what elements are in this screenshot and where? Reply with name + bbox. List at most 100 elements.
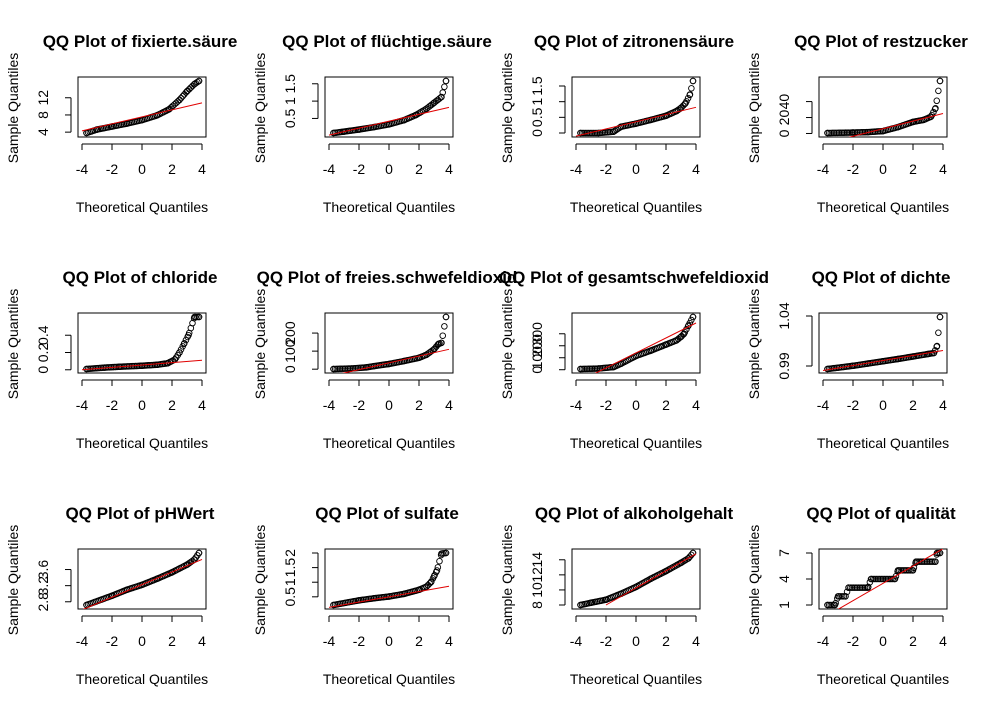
x-tick-label: -4: [323, 397, 336, 413]
x-tick-label: -2: [106, 633, 119, 649]
data-point: [433, 567, 441, 574]
data-point: [165, 106, 173, 113]
y-tick-label: 1.04: [776, 302, 792, 329]
x-tick-label: 4: [445, 161, 453, 177]
chart-title: QQ Plot of chloride: [63, 268, 218, 287]
data-point: [355, 597, 363, 604]
data-point: [423, 105, 430, 112]
x-tick-label: 2: [168, 161, 176, 177]
data-point: [933, 342, 941, 350]
x-tick-label: 0: [385, 633, 393, 649]
data-point: [935, 329, 942, 337]
data-point: [423, 583, 430, 590]
data-point: [932, 558, 939, 565]
y-tick-label: 12: [529, 567, 545, 583]
data-point: [168, 569, 176, 576]
data-point: [179, 92, 186, 100]
data-point: [686, 553, 693, 561]
data-point: [370, 595, 378, 602]
y-tick-label: 0: [35, 366, 51, 374]
qq-panel: QQ Plot of flüchtige.säure Theoretical Qu…: [252, 32, 492, 215]
x-tick-label: 4: [692, 161, 700, 177]
x-axis-label: Theoretical Quantiles: [817, 435, 949, 451]
data-point: [441, 323, 448, 330]
data-point: [441, 83, 448, 91]
data-point: [418, 108, 425, 115]
data-point: [688, 85, 695, 92]
x-tick-label: -4: [817, 397, 830, 413]
qq-panel: QQ Plot of zitronensäure Theoretical Quan…: [499, 32, 734, 215]
y-axis-label: Sample Quantiles: [5, 53, 21, 164]
y-axis-label: Sample Quantiles: [5, 525, 21, 636]
y-tick-label: 3.2: [35, 576, 51, 596]
x-tick-label: 4: [445, 397, 453, 413]
data-point: [909, 353, 917, 360]
y-tick-label: 8: [529, 601, 545, 609]
plot-frame: [571, 76, 701, 138]
data-point: [894, 123, 902, 131]
x-tick-label: 4: [198, 161, 206, 177]
y-tick-label: 8: [35, 111, 51, 119]
y-tick-label: 1: [529, 98, 545, 106]
data-point: [935, 87, 942, 95]
data-point: [436, 557, 443, 565]
y-tick-label: 0.5: [529, 107, 545, 127]
x-tick-label: 0: [385, 161, 393, 177]
plot-frame: [571, 312, 701, 374]
reference-line: [822, 350, 944, 371]
x-axis-label: Theoretical Quantiles: [76, 435, 208, 451]
data-point: [617, 123, 625, 130]
data-point: [662, 341, 670, 348]
x-tick-label: -2: [353, 397, 366, 413]
y-axis-label: Sample Quantiles: [252, 525, 268, 636]
data-point: [834, 593, 842, 600]
x-tick-label: 0: [879, 397, 887, 413]
x-tick-label: 4: [692, 633, 700, 649]
reference-line: [341, 348, 450, 373]
qq-panel: QQ Plot of qualität Theoretical Quantiles…: [746, 504, 956, 687]
data-point: [920, 116, 927, 124]
data-point: [662, 112, 670, 120]
reference-line: [605, 553, 697, 606]
qq-panel: QQ Plot of gesamtschwefeldioxid Theoretic…: [499, 268, 769, 451]
x-axis-label: Theoretical Quantiles: [570, 435, 702, 451]
x-axis-label: Theoretical Quantiles: [817, 671, 949, 687]
x-tick-label: 4: [939, 633, 947, 649]
x-tick-label: 0: [632, 397, 640, 413]
data-point: [438, 550, 445, 557]
x-tick-label: -4: [76, 633, 89, 649]
x-tick-label: -4: [323, 633, 336, 649]
y-tick-label: 0: [282, 365, 298, 373]
data-point: [689, 313, 697, 321]
y-tick-label: 300: [529, 322, 545, 346]
x-tick-label: 2: [909, 633, 917, 649]
data-point: [431, 345, 438, 352]
data-point: [182, 336, 190, 344]
plot-frame: [571, 548, 701, 610]
data-point: [138, 581, 146, 589]
data-point: [849, 129, 857, 136]
reference-line: [848, 113, 944, 137]
y-tick-label: 3.6: [35, 560, 51, 580]
data-point: [427, 578, 435, 586]
data-point: [174, 98, 182, 105]
x-axis-label: Theoretical Quantiles: [570, 199, 702, 215]
x-tick-label: 4: [692, 397, 700, 413]
x-tick-label: 2: [415, 633, 423, 649]
y-axis-label: Sample Quantiles: [252, 53, 268, 164]
x-tick-label: 4: [198, 633, 206, 649]
x-tick-label: 2: [909, 397, 917, 413]
data-point: [153, 112, 161, 119]
data-point: [831, 601, 839, 609]
data-point: [824, 601, 831, 609]
y-tick-label: 0.4: [35, 325, 51, 345]
qq-panel: QQ Plot of fixierte.säure Theoretical Qua…: [5, 32, 237, 215]
data-point: [595, 129, 602, 137]
data-point: [415, 354, 423, 362]
data-point: [867, 575, 875, 583]
data-point: [577, 129, 584, 137]
chart-title: QQ Plot of flüchtige.säure: [282, 32, 492, 51]
data-point: [647, 347, 655, 354]
x-axis-label: Theoretical Quantiles: [323, 199, 455, 215]
